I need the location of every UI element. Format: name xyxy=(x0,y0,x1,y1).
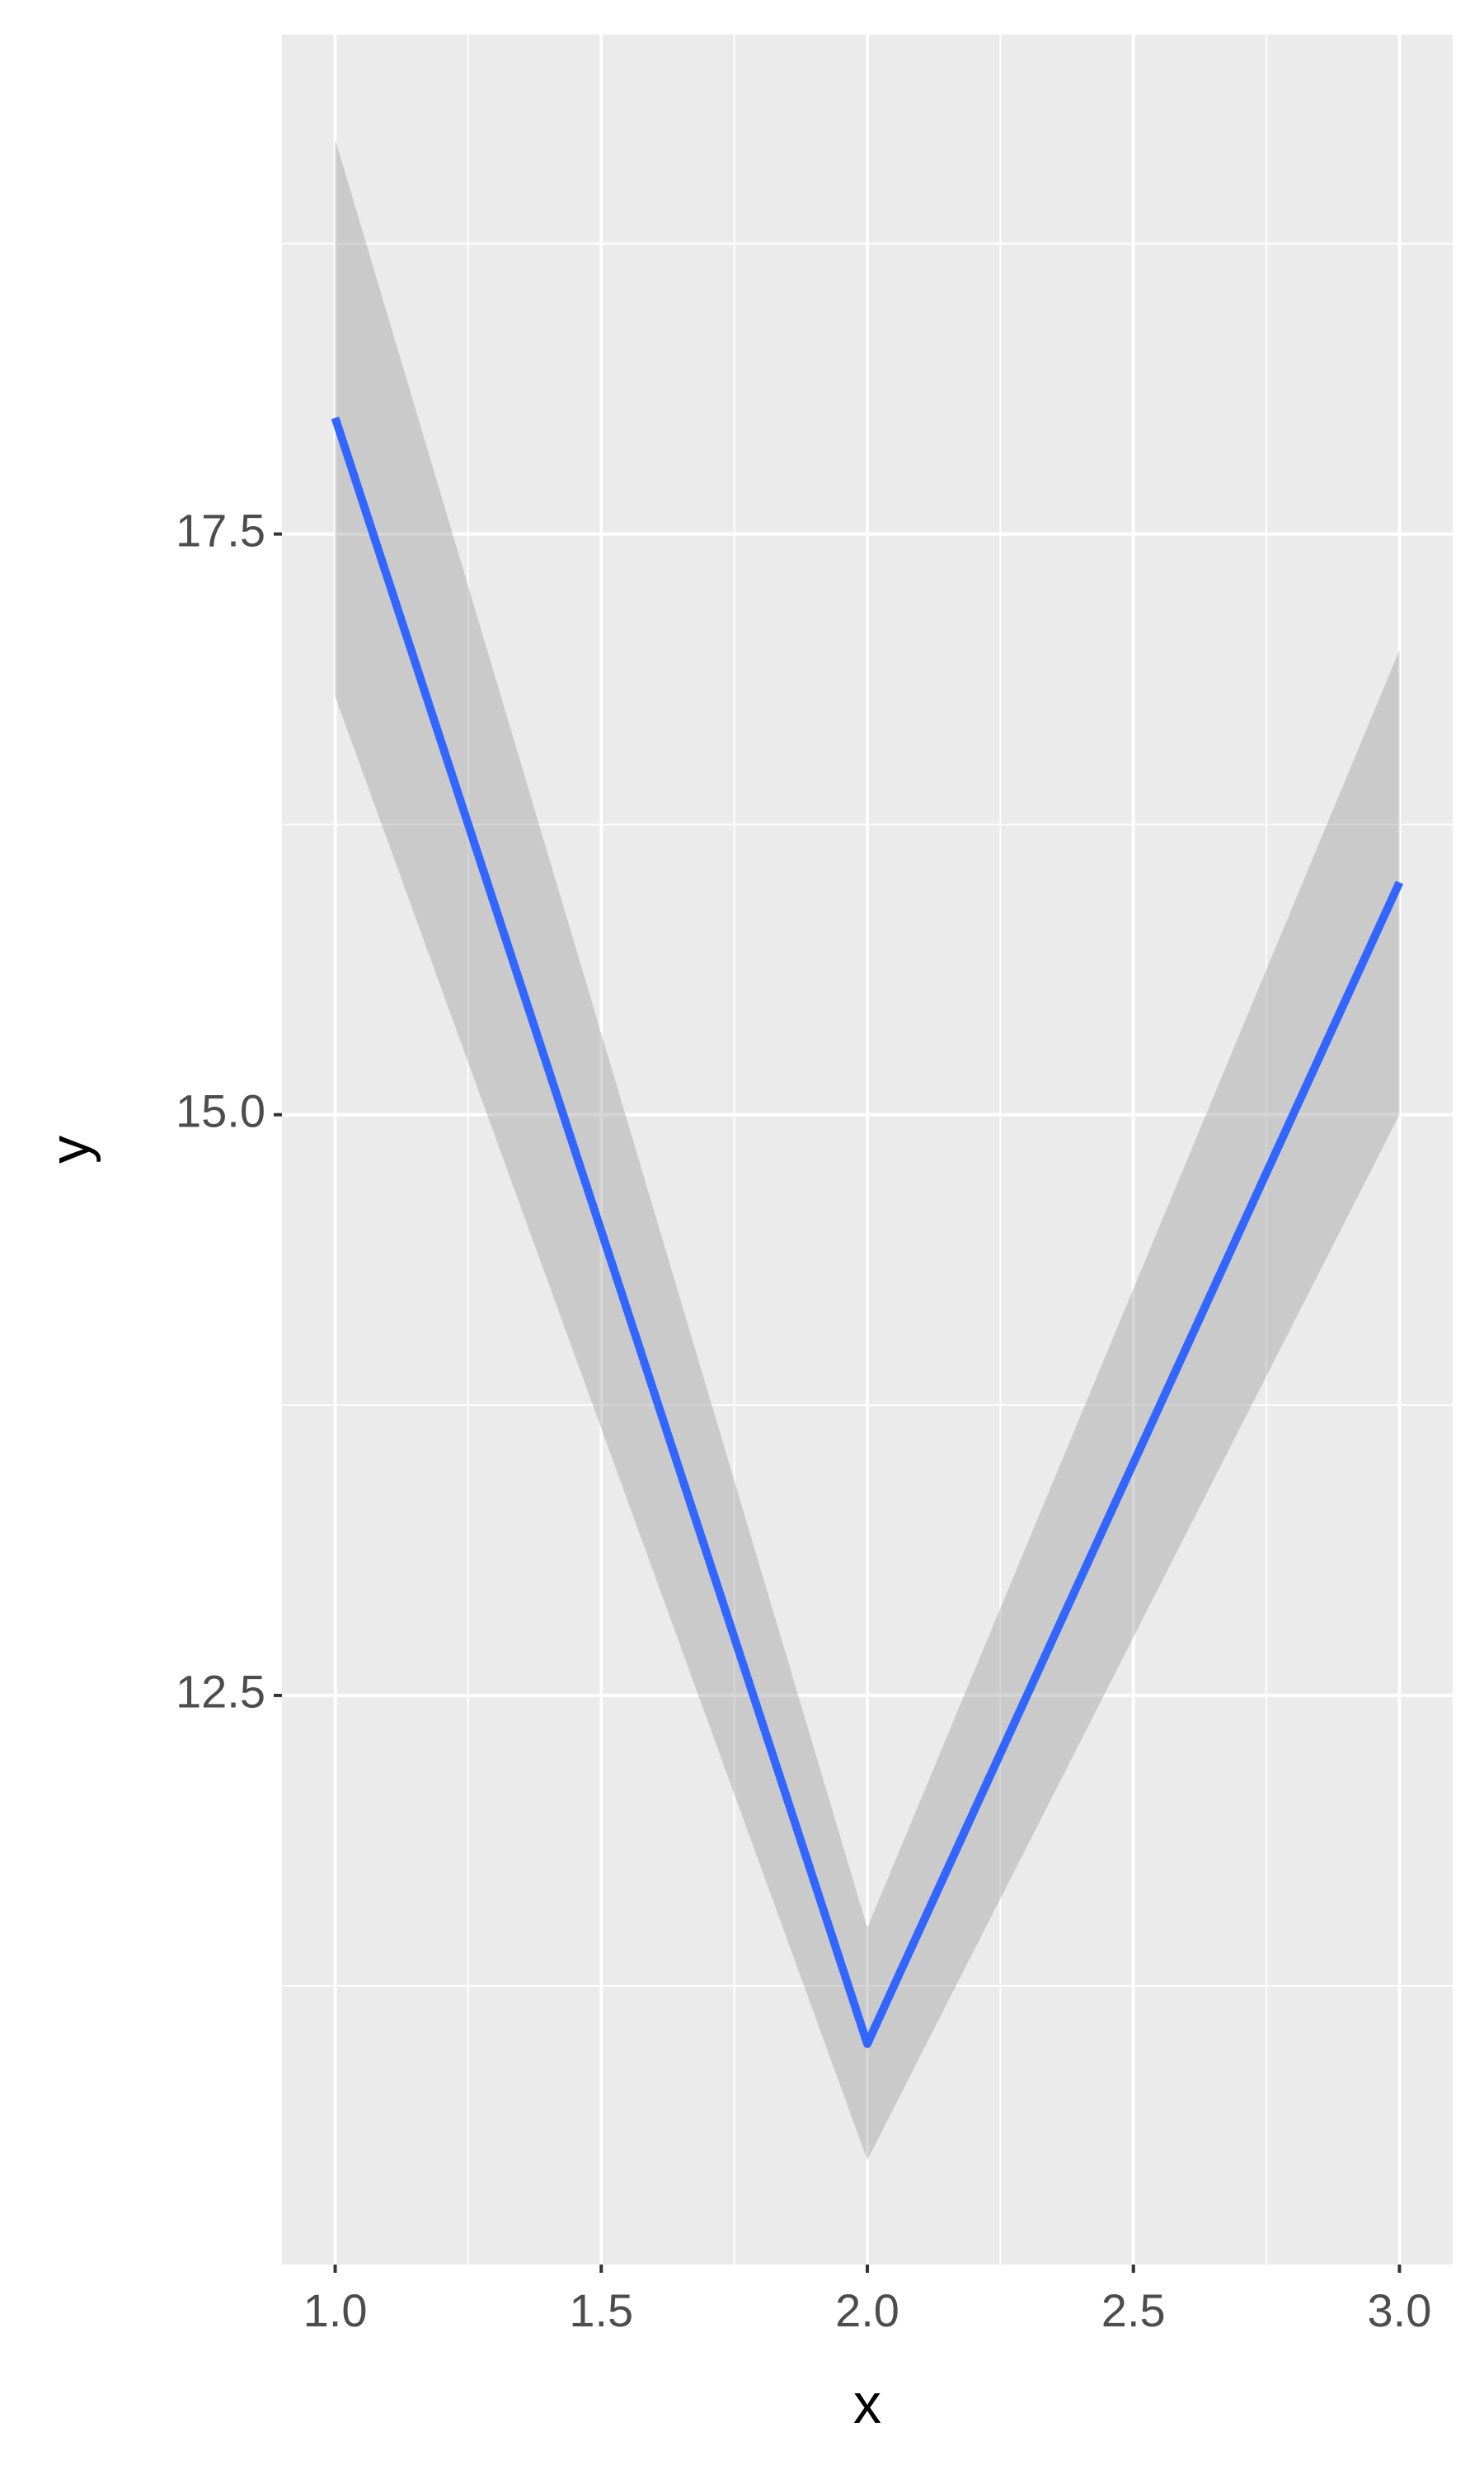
confidence-ribbon xyxy=(335,139,1400,2161)
x-tick-label: 1.5 xyxy=(569,2284,633,2336)
x-tick-label: 1.0 xyxy=(303,2284,368,2336)
x-axis-title: x xyxy=(853,2373,881,2435)
line xyxy=(331,416,1403,2048)
x-tick-label: 2.0 xyxy=(835,2284,899,2336)
y-tick-label: 12.5 xyxy=(176,1666,265,1718)
y-tick-label: 15.0 xyxy=(176,1085,265,1137)
x-tick-label: 2.5 xyxy=(1101,2284,1166,2336)
y-axis-title: y xyxy=(39,1136,101,1164)
y-tick-label: 17.5 xyxy=(176,504,265,556)
x-tick-label: 3.0 xyxy=(1368,2284,1432,2336)
